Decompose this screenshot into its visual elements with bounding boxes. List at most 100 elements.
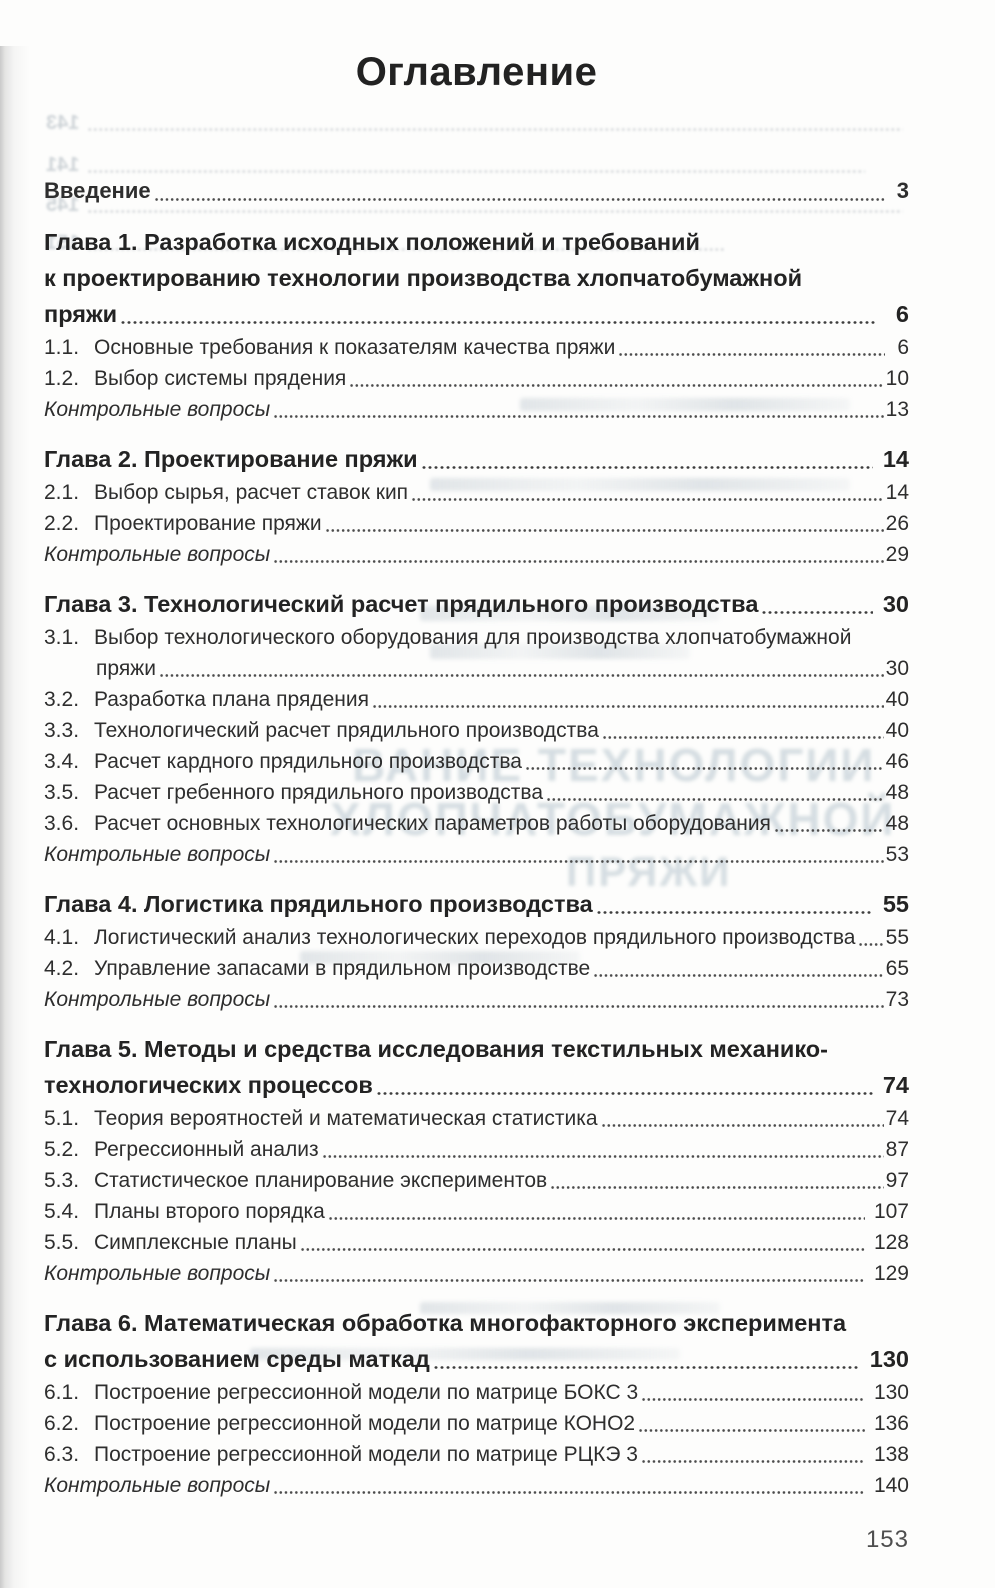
toc-line: технологических процессов 74 [44, 1070, 909, 1101]
dot-leader [641, 1398, 865, 1401]
toc-item-number: 3.3. [44, 719, 80, 742]
toc-line: Глава 3. Технологический расчет прядильн… [44, 589, 909, 620]
toc-section: 2.1. Выбор сырья, расчет ставок кип 14 [44, 480, 909, 506]
dot-leader [638, 1429, 865, 1432]
toc-page-number: 13 [885, 398, 909, 421]
toc-item-text: Построение регрессионной модели по матри… [94, 1443, 638, 1466]
toc-item-text: Контрольные вопросы [44, 1474, 271, 1497]
toc-item-number: 3.6. [44, 812, 80, 835]
toc-section: 5.5. Симплексные планы 128 [44, 1230, 909, 1256]
toc-page-number: 55 [882, 891, 909, 917]
dot-leader [595, 910, 873, 914]
toc-line: Введение 3 [44, 176, 909, 206]
toc-item-text: Проектирование пряжи [94, 512, 322, 535]
toc-item-text: Контрольные вопросы [44, 1262, 271, 1285]
toc-page-number: 48 [885, 781, 909, 804]
toc-item-text: Расчет основных технологических параметр… [94, 812, 771, 835]
toc-line: Глава 5. Методы и средства исследования … [44, 1034, 909, 1065]
toc-line: 5.2. Регрессионный анализ 87 [44, 1137, 909, 1163]
toc-line: 3.1. Выбор технологического оборудования … [44, 625, 909, 651]
toc-section: 3.1. Выбор технологического оборудования … [44, 625, 909, 682]
toc-item-number: 3.1. [44, 626, 80, 649]
toc-line: 3.5. Расчет гребенного прядильного произв… [44, 780, 909, 806]
toc-section: 6.2. Построение регрессионной модели по м… [44, 1411, 909, 1437]
toc-line: 6.2. Построение регрессионной модели по м… [44, 1411, 909, 1437]
toc-item-text: с использованием среды маткад [44, 1346, 430, 1372]
dot-leader [550, 1186, 884, 1189]
toc-section: 3.5. Расчет гребенного прядильного произв… [44, 780, 909, 806]
toc-chapter: Глава 3. Технологический расчет прядильн… [44, 589, 909, 620]
toc-page-number: 55 [885, 926, 909, 949]
dot-leader [600, 1124, 884, 1127]
toc-section: 5.2. Регрессионный анализ 87 [44, 1137, 909, 1163]
toc-item-number: 4.1. [44, 926, 80, 949]
toc-questions: Контрольные вопросы 29 [44, 542, 909, 568]
dot-leader [761, 610, 873, 614]
toc-line: пряжи 30 [44, 656, 909, 682]
toc-item-number: 6.2. [44, 1412, 80, 1435]
dot-leader [273, 560, 884, 563]
dot-leader [273, 1005, 884, 1008]
toc-line: 4.2. Управление запасами в прядильном про… [44, 956, 909, 982]
toc-page-number: 138 [873, 1443, 909, 1466]
dot-leader [324, 529, 884, 532]
toc-section: 5.3. Статистическое планирование эксперим… [44, 1168, 909, 1194]
toc-item-text: Регрессионный анализ [94, 1138, 319, 1161]
dot-leader [432, 1365, 860, 1369]
toc-section: 3.4. Расчет кардного прядильного производ… [44, 749, 909, 775]
toc-section: 6.1. Построение регрессионной модели по м… [44, 1380, 909, 1406]
toc-page-number: 26 [885, 512, 909, 535]
toc-section: 3.2. Разработка плана прядения 40 [44, 687, 909, 713]
toc-item-text: Контрольные вопросы [44, 543, 271, 566]
toc-item-text: Контрольные вопросы [44, 988, 271, 1011]
dot-leader [349, 384, 884, 387]
toc-line: к проектированию технологии производства… [44, 263, 909, 294]
toc-line: Глава 1. Разработка исходных положений и… [44, 227, 909, 258]
toc-chapter: Глава 5. Методы и средства исследования … [44, 1034, 909, 1101]
dot-leader [372, 705, 884, 708]
toc-line: Глава 2. Проектирование пряжи 14 [44, 444, 909, 475]
toc-page-number: 129 [873, 1262, 909, 1285]
toc-item-number: 3.2. [44, 688, 80, 711]
toc-item-number: 6.3. [44, 1443, 80, 1466]
toc-page-number: 130 [869, 1346, 909, 1372]
toc-item-number: 3.4. [44, 750, 80, 773]
toc-item-text: пряжи [44, 301, 118, 327]
dot-leader [273, 860, 884, 863]
toc-item-number: 2.1. [44, 481, 80, 504]
toc-item-text: Расчет гребенного прядильного производст… [94, 781, 544, 804]
toc-page-number: 48 [885, 812, 909, 835]
toc-item-number: 5.1. [44, 1107, 80, 1130]
toc-item-text: Контрольные вопросы [44, 843, 271, 866]
toc-page-number: 65 [885, 957, 909, 980]
toc-item-text: Построение регрессионной модели по матри… [94, 1381, 639, 1404]
toc-page-number: 14 [885, 481, 909, 504]
dot-leader [593, 974, 884, 977]
toc-intro: Введение 3 [44, 176, 909, 206]
toc-line: пряжи 6 [44, 299, 909, 330]
toc-line: Контрольные вопросы 53 [44, 842, 909, 868]
toc-page-number: 10 [885, 367, 909, 390]
toc-page-number: 128 [873, 1231, 909, 1254]
toc-section: 5.1. Теория вероятностей и математическая… [44, 1106, 909, 1132]
dot-leader [327, 1217, 865, 1220]
toc-page-number: 3 [896, 178, 909, 203]
toc-page-number: 30 [885, 657, 909, 680]
dot-leader [420, 465, 873, 469]
toc-page-number: 74 [885, 1107, 909, 1130]
dot-leader [153, 198, 885, 201]
toc-line: 5.3. Статистическое планирование эксперим… [44, 1168, 909, 1194]
toc-section: 4.1. Логистический анализ технологических… [44, 925, 909, 951]
toc-questions: Контрольные вопросы 73 [44, 987, 909, 1013]
toc-questions: Контрольные вопросы 140 [44, 1473, 909, 1499]
toc-line: Контрольные вопросы 73 [44, 987, 909, 1013]
toc-item-text: технологических процессов [44, 1072, 373, 1098]
toc-item-number: 3.5. [44, 781, 80, 804]
toc-chapter: Глава 1. Разработка исходных положений и… [44, 227, 909, 330]
toc-item-number: 6.1. [44, 1381, 80, 1404]
toc-page-number: 46 [885, 750, 909, 773]
toc-item-text: Расчет кардного прядильного производства [94, 750, 522, 773]
page-folio: 153 [865, 1526, 909, 1553]
toc-item-text: Основные требования к показателям качест… [94, 336, 616, 359]
toc-item-text: Глава 5. Методы и средства исследования … [44, 1036, 828, 1062]
